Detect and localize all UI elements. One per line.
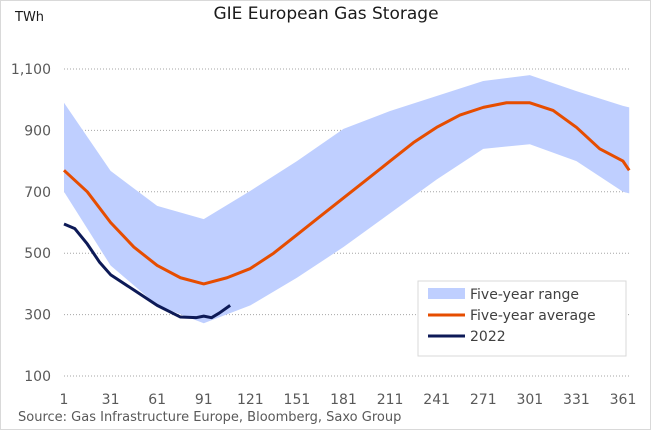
x-tick-label: 331 <box>563 392 590 408</box>
five-year-average-line <box>62 101 631 286</box>
x-tick-label: 91 <box>195 392 213 408</box>
line-2022 <box>63 222 232 320</box>
legend-label-2022: 2022 <box>470 329 506 345</box>
legend-label-average: Five-year average <box>470 308 596 324</box>
legend-swatch-range <box>428 288 465 299</box>
x-tick-label: 301 <box>516 392 543 408</box>
five-year-range-band <box>64 75 630 324</box>
x-tick-label: 361 <box>610 392 637 408</box>
y-axis-unit: TWh <box>14 10 44 25</box>
y-tick-label: 100 <box>24 369 51 385</box>
y-tick-label: 700 <box>24 185 51 201</box>
x-tick-label: 211 <box>377 392 404 408</box>
source-note: Source: Gas Infrastructure Europe, Bloom… <box>18 410 401 425</box>
legend-label-range: Five-year range <box>470 287 579 303</box>
x-tick-label: 181 <box>330 392 357 408</box>
chart-title: GIE European Gas Storage <box>213 4 438 24</box>
x-tick-label: 61 <box>148 392 166 408</box>
x-tick-label: 151 <box>284 392 311 408</box>
x-tick-label: 271 <box>470 392 497 408</box>
x-tick-label: 1 <box>60 392 69 408</box>
y-tick-label: 900 <box>24 123 51 139</box>
y-tick-label: 500 <box>24 246 51 262</box>
x-tick-label: 31 <box>102 392 120 408</box>
y-tick-label: 300 <box>24 308 51 324</box>
y-tick-label: 1,100 <box>11 62 51 78</box>
legend: Five-year range Five-year average 2022 <box>417 280 627 357</box>
x-tick-label: 121 <box>237 392 264 408</box>
x-tick-label: 241 <box>423 392 450 408</box>
